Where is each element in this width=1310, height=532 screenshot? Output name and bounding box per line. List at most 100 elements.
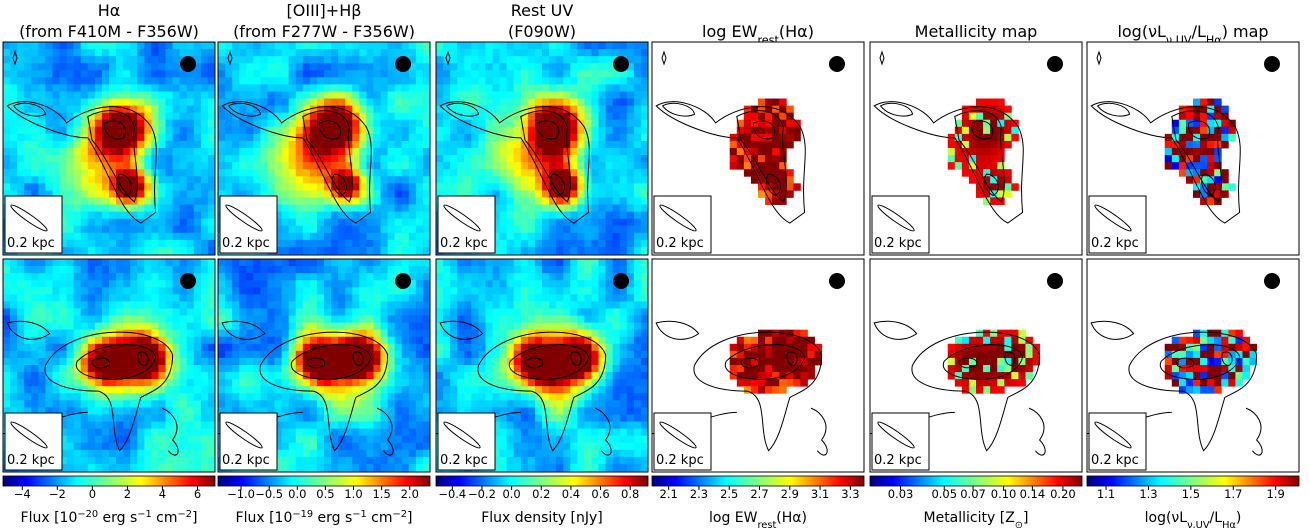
- pixel: [388, 56, 395, 63]
- pixel: [381, 393, 388, 400]
- pixel: [317, 287, 324, 294]
- pixel: [388, 91, 395, 98]
- pixel: [109, 197, 116, 204]
- pixel: [359, 436, 366, 443]
- pixel: [542, 162, 549, 169]
- pixel: [606, 141, 613, 148]
- pixel: [173, 49, 180, 56]
- pixel: [457, 84, 464, 91]
- pixel: [450, 372, 457, 379]
- pixel: [528, 273, 535, 280]
- pixel: [81, 91, 88, 98]
- pixel: [130, 77, 137, 84]
- pixel: [208, 308, 215, 315]
- pixel: [556, 84, 563, 91]
- pixel: [74, 273, 81, 280]
- pixel: [409, 49, 416, 56]
- pixel: [123, 358, 130, 365]
- pixel: [338, 379, 345, 386]
- pixel: [507, 464, 514, 471]
- pixel: [395, 176, 402, 183]
- pixel: [338, 273, 345, 280]
- pixel: [267, 266, 274, 273]
- pixel: [641, 84, 648, 91]
- pixel: [10, 372, 17, 379]
- pixel: [17, 77, 24, 84]
- pixel: [402, 212, 409, 219]
- pixel: [3, 134, 10, 141]
- pixel: [507, 77, 514, 84]
- pixel: [500, 393, 507, 400]
- pixel: [289, 240, 296, 247]
- pixel: [303, 226, 310, 233]
- pixel: [225, 127, 232, 134]
- pixel: [352, 301, 359, 308]
- pixel: [373, 49, 380, 56]
- pixel: [402, 337, 409, 344]
- pixel: [599, 155, 606, 162]
- pixel: [45, 49, 52, 56]
- pixel: [144, 450, 151, 457]
- pixel: [173, 176, 180, 183]
- pixel: [166, 42, 173, 49]
- pixel: [67, 273, 74, 280]
- pixel: [116, 422, 123, 429]
- pixel: [324, 233, 331, 240]
- pixel: [310, 127, 317, 134]
- pixel: [535, 56, 542, 63]
- pixel: [194, 259, 201, 266]
- pixel: [485, 266, 492, 273]
- pixel: [500, 259, 507, 266]
- pixel: [137, 155, 144, 162]
- pixel: [570, 247, 577, 254]
- pixel: [137, 429, 144, 436]
- pixel: [591, 197, 598, 204]
- pixel: [151, 301, 158, 308]
- pixel: [620, 113, 627, 120]
- pixel: [373, 330, 380, 337]
- pixel: [60, 287, 67, 294]
- pixel: [409, 386, 416, 393]
- pixel: [402, 233, 409, 240]
- pixel: [485, 169, 492, 176]
- pixel: [388, 450, 395, 457]
- pixel: [641, 120, 648, 127]
- pixel: [366, 287, 373, 294]
- pixel: [549, 212, 556, 219]
- pixel: [620, 77, 627, 84]
- pixel: [218, 56, 225, 63]
- pixel: [67, 337, 74, 344]
- pixel: [303, 266, 310, 273]
- pixel: [521, 464, 528, 471]
- pixel: [457, 294, 464, 301]
- pixel: [239, 273, 246, 280]
- pixel: [317, 233, 324, 240]
- pixel: [102, 190, 109, 197]
- pixel: [67, 450, 74, 457]
- pixel: [416, 205, 423, 212]
- pixel: [289, 91, 296, 98]
- pixel: [507, 49, 514, 56]
- pixel: [102, 205, 109, 212]
- pixel: [232, 400, 239, 407]
- pixel: [324, 386, 331, 393]
- pixel: [116, 77, 123, 84]
- pixel: [507, 219, 514, 226]
- pixel: [627, 148, 634, 155]
- pixel: [95, 316, 102, 323]
- pixel: [246, 91, 253, 98]
- pixel: [225, 84, 232, 91]
- pixel: [542, 233, 549, 240]
- pixel: [246, 280, 253, 287]
- pixel: [556, 42, 563, 49]
- pixel: [373, 183, 380, 190]
- pixel: [471, 70, 478, 77]
- pixel: [352, 280, 359, 287]
- pixel: [373, 212, 380, 219]
- pixel: [67, 63, 74, 70]
- pixel: [606, 212, 613, 219]
- pixel: [521, 63, 528, 70]
- pixel: [471, 266, 478, 273]
- pixel: [151, 240, 158, 247]
- pixel: [260, 70, 267, 77]
